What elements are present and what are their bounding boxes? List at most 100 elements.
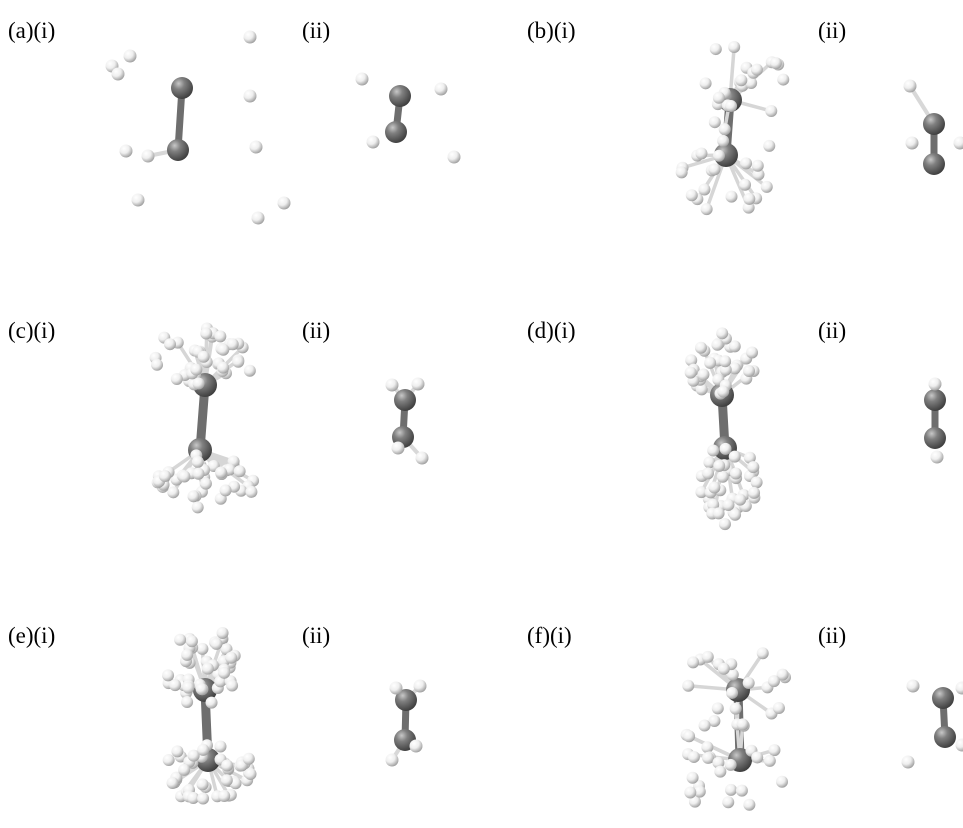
hydrogen-atom [252,212,265,225]
hydrogen-atom [142,150,155,163]
hydrogen-atom [902,756,915,769]
hydrogen-atom [906,137,919,150]
hydrogen-atom [776,776,788,788]
hydrogen-atom [717,135,729,147]
hydrogen-atom [707,445,719,457]
panel-label: (b)(i) [527,18,576,43]
hydrogen-atom [770,57,782,69]
page: (a)(i)(ii)(b)(i)(ii)(c)(i)(ii)(d)(i)(ii)… [0,0,963,828]
hydrogen-atom [181,649,193,661]
hydrogen-atom [728,41,740,53]
hydrogen-atom [159,470,171,482]
hydrogen-atom [197,793,209,805]
hydrogen-atom [743,365,755,377]
hydrogen-atom [748,487,760,499]
hydrogen-atom [214,330,226,342]
hydrogen-atom [717,385,729,397]
hydrogen-atom [278,197,291,210]
hydrogen-atom [713,92,725,104]
hydrogen-atom [719,123,731,135]
hydrogen-atom [225,652,237,664]
hydrogen-atom [412,378,425,391]
hydrogen-atom [747,461,759,473]
hydrogen-atom [730,468,742,480]
hydrogen-atom [196,683,208,695]
hydrogen-atom [708,163,720,175]
hydrogen-atom [392,442,405,455]
hydrogen-atom [232,356,244,368]
hydrogen-atom [356,73,369,86]
hydrogen-atom [244,31,257,44]
hydrogen-atom [214,740,226,752]
carbon-atom [924,389,946,411]
hydrogen-atom [186,635,198,647]
hydrogen-atom [192,501,204,513]
hydrogen-atom [719,355,731,367]
hydrogen-atom [751,64,763,76]
hydrogen-atom [386,379,399,392]
hydrogen-atom [198,351,210,363]
hydrogen-atom [765,105,777,117]
hydrogen-atom [701,203,713,215]
hydrogen-atom [196,643,208,655]
hydrogen-atom [367,136,380,149]
hydrogen-atom [714,766,726,778]
hydrogen-atom [725,759,737,771]
hydrogen-atom [218,667,230,679]
hydrogen-atom [711,339,723,351]
hydrogen-atom [708,481,720,493]
panel-label: (d)(i) [527,318,576,343]
hydrogen-atom [764,755,776,767]
hydrogen-atom [713,150,725,162]
hydrogen-atom [676,166,688,178]
panel-label: (ii) [302,318,330,343]
figure: (a)(i)(ii)(b)(i)(ii)(c)(i)(ii)(d)(i)(ii)… [0,0,963,828]
hydrogen-atom [682,680,694,692]
hydrogen-atom [163,754,175,766]
panel-label: (c)(i) [8,318,55,343]
hydrogen-atom [931,451,944,464]
hydrogen-atom [151,359,163,371]
hydrogen-atom [245,486,257,498]
panel-label: (ii) [818,18,846,43]
hydrogen-atom [221,759,233,771]
hydrogen-atom [713,507,725,519]
hydrogen-atom [220,484,232,496]
hydrogen-atom [702,651,714,663]
carbon-atom [923,113,945,135]
panel-label: (ii) [302,623,330,648]
hydrogen-atom [112,68,125,81]
hydrogen-atom [720,443,732,455]
hydrogen-atom [217,344,229,356]
hydrogen-atom [386,754,399,767]
hydrogen-atom [202,663,214,675]
carbon-atom [171,77,193,99]
hydrogen-atom [169,679,181,691]
hydrogen-atom [768,675,780,687]
carbon-atom [394,389,416,411]
hydrogen-atom [192,468,204,480]
hydrogen-atom [743,677,755,689]
panel-label: (ii) [818,318,846,343]
hydrogen-atom [192,456,204,468]
hydrogen-atom [730,703,742,715]
panel-label: (ii) [302,18,330,43]
hydrogen-atom [250,141,263,154]
hydrogen-atom [416,452,429,465]
panel-label: (e)(i) [8,623,55,648]
hydrogen-atom [929,378,942,391]
hydrogen-atom [685,367,697,379]
hydrogen-atom [726,687,738,699]
hydrogen-atom [701,741,713,753]
hydrogen-atom [435,83,448,96]
hydrogen-atom [904,80,917,93]
hydrogen-atom [729,509,741,521]
molecule-renderings [106,31,963,811]
hydrogen-atom [182,682,194,694]
hydrogen-atom [120,145,133,158]
hydrogen-atom [740,157,752,169]
hydrogen-atom [697,369,709,381]
hydrogen-atom [695,147,707,159]
hydrogen-atom [751,476,763,488]
hydrogen-atom [197,744,209,756]
